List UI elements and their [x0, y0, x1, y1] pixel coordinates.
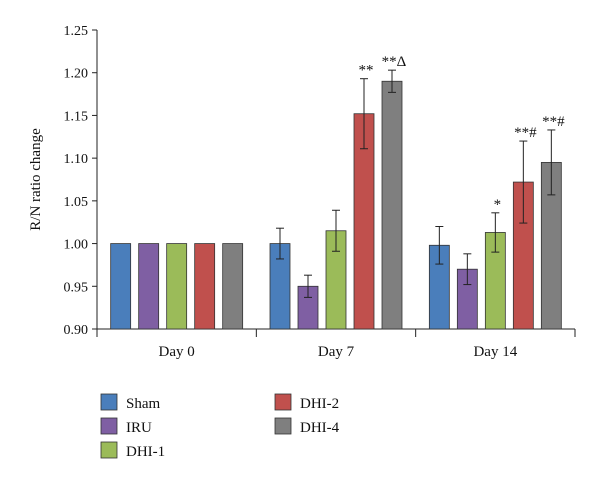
significance-annotation: **# [542, 114, 565, 130]
legend-swatch [100, 393, 118, 411]
y-tick-label: 1.00 [64, 238, 89, 253]
significance-annotation: * [494, 197, 502, 213]
y-tick-label: 1.25 [64, 24, 89, 39]
bar [138, 243, 160, 330]
y-tick-label: 1.10 [64, 152, 89, 167]
y-tick-label: 1.15 [64, 109, 89, 124]
legend-label: Sham [126, 396, 161, 412]
significance-annotation: ** [359, 63, 374, 79]
legend-swatch [100, 441, 118, 459]
y-tick-label: 1.05 [64, 195, 89, 210]
y-tick-label: 1.20 [64, 67, 89, 82]
bar [381, 80, 403, 330]
x-category-label: Day 0 [159, 344, 195, 360]
x-category-label: Day 14 [473, 344, 517, 360]
legend-swatch [274, 417, 292, 435]
legend-label: DHI-2 [300, 396, 339, 412]
legend-swatch [274, 393, 292, 411]
legend-label: IRU [126, 420, 152, 436]
y-tick-label: 0.95 [64, 280, 89, 295]
y-tick-label: 0.90 [64, 323, 89, 338]
bar [110, 243, 132, 330]
legend-label: DHI-4 [300, 420, 340, 436]
bar [222, 243, 244, 330]
significance-annotation: **# [514, 125, 537, 141]
significance-annotation: **Δ [382, 54, 407, 70]
y-axis-title: R/N ratio change [28, 128, 44, 231]
legend-label: DHI-1 [126, 444, 165, 460]
bar [194, 243, 216, 330]
bar [166, 243, 188, 330]
legend-swatch [100, 417, 118, 435]
x-category-label: Day 7 [318, 344, 355, 360]
